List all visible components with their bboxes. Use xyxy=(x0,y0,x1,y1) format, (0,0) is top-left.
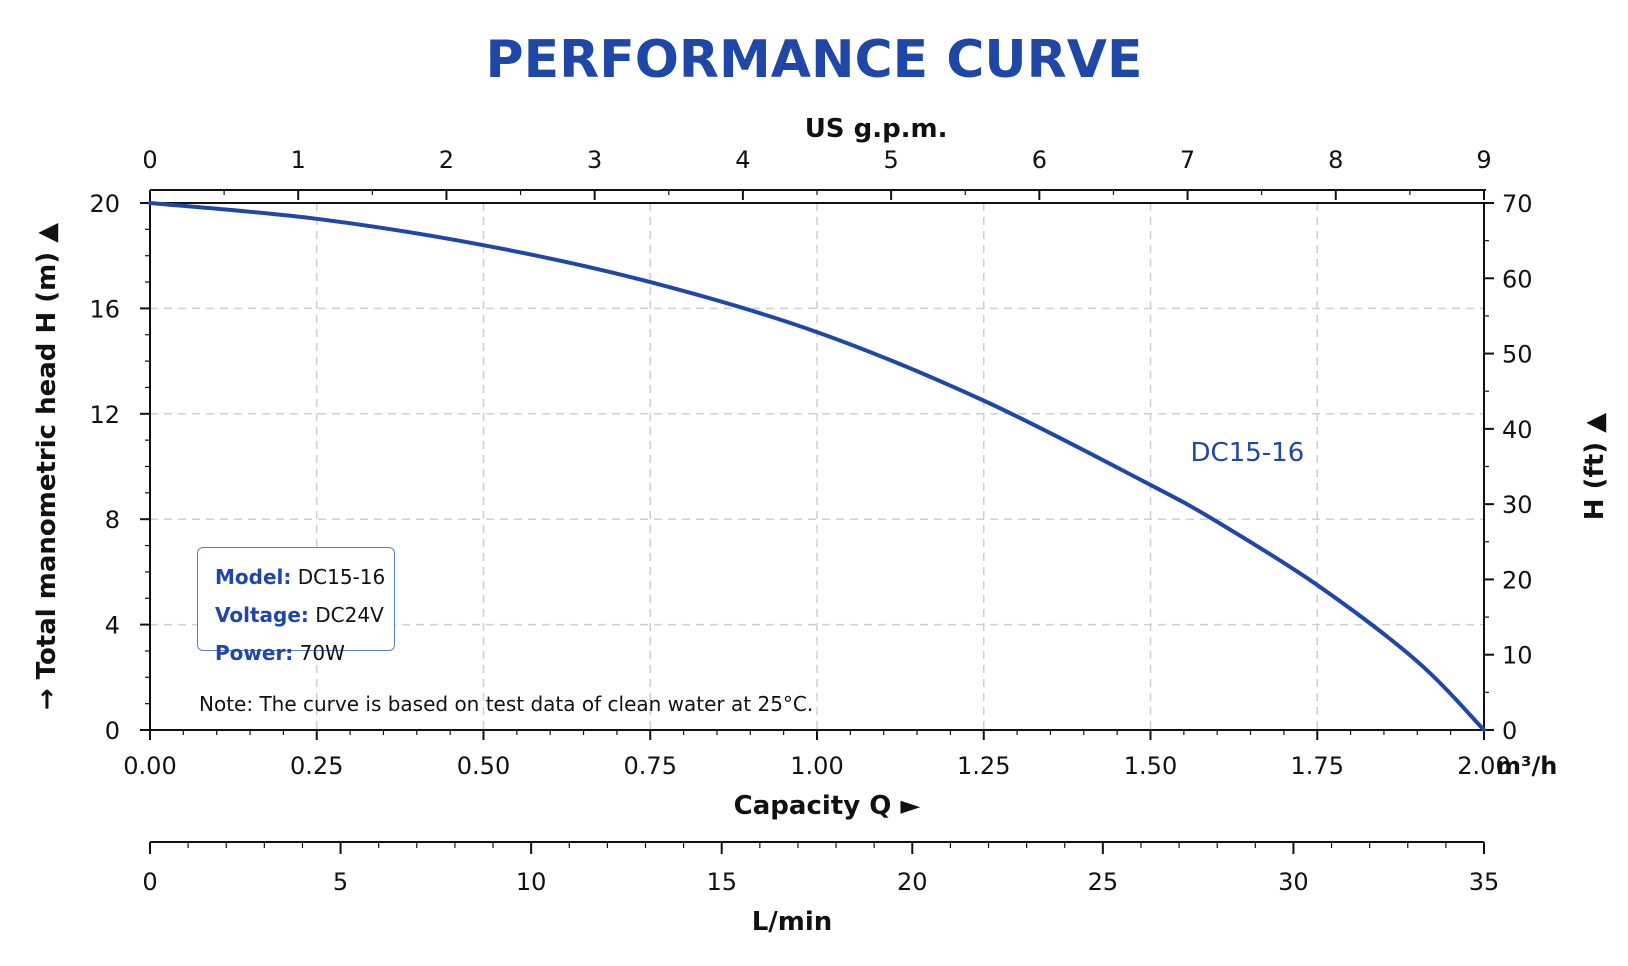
lmin-tick-label: 25 xyxy=(1088,868,1119,896)
chart-note: Note: The curve is based on test data of… xyxy=(199,692,814,716)
y-tick-label: 20 xyxy=(89,190,120,218)
lmin-tick-label: 30 xyxy=(1278,868,1309,896)
chart-title: PERFORMANCE CURVE xyxy=(485,30,1143,90)
model-label: Model: xyxy=(215,565,292,589)
info-power-row: Power: 70W xyxy=(215,634,394,672)
power-value: 70W xyxy=(299,641,345,665)
top-tick-label: 0 xyxy=(142,146,157,174)
top-tick-label: 6 xyxy=(1032,146,1047,174)
right-axis-title: H (ft) ▲ xyxy=(1580,413,1610,520)
voltage-value: DC24V xyxy=(315,603,384,627)
right-tick-label: 0 xyxy=(1502,717,1517,745)
top-tick-label: 8 xyxy=(1328,146,1343,174)
right-tick-label: 10 xyxy=(1502,642,1533,670)
model-value: DC15-16 xyxy=(297,565,386,589)
x-tick-label: 1.75 xyxy=(1291,752,1344,780)
lmin-axis-title: L/min xyxy=(752,907,833,937)
x-tick-label: 0.50 xyxy=(457,752,510,780)
lmin-tick-label: 10 xyxy=(516,868,547,896)
right-tick-label: 50 xyxy=(1502,341,1533,369)
series-label: DC15-16 xyxy=(1191,438,1305,468)
y-tick-label: 4 xyxy=(105,612,120,640)
y-tick-label: 8 xyxy=(105,506,120,534)
x-tick-label: 2.00 xyxy=(1457,752,1510,780)
series-line-dc15-16 xyxy=(148,201,1486,732)
lmin-tick-label: 0 xyxy=(142,868,157,896)
right-tick-label: 40 xyxy=(1502,416,1533,444)
labels-layer: 0.00 0.25 0.50 0.75 1.00 1.25 1.50 1.75 2.00m³/h… xyxy=(32,114,1610,937)
top-tick-label: 4 xyxy=(735,146,750,174)
y-axis-title: → Total manometric head H (m) ▲ xyxy=(32,223,62,710)
lmin-tick-label: 15 xyxy=(706,868,737,896)
voltage-label: Voltage: xyxy=(215,603,309,627)
series-layer: DC15-16 xyxy=(148,201,1486,732)
top-axis-title: US g.p.m. xyxy=(805,114,948,144)
y-tick-label: 16 xyxy=(89,295,120,323)
top-tick-label: 1 xyxy=(291,146,306,174)
x-tick-label: 0.00 xyxy=(123,752,176,780)
x-tick-label: 1.50 xyxy=(1124,752,1177,780)
right-tick-label: 30 xyxy=(1502,491,1533,519)
right-tick-label: 20 xyxy=(1502,566,1533,594)
x-tick-label: 0.25 xyxy=(290,752,343,780)
info-box: Model: DC15-16 Voltage: DC24V Power: 70W xyxy=(197,547,395,665)
x-tick-label: 0.75 xyxy=(624,752,677,780)
top-tick-label: 2 xyxy=(439,146,454,174)
power-label: Power: xyxy=(215,641,294,665)
top-tick-label: 3 xyxy=(587,146,602,174)
x-tick-label: 1.25 xyxy=(957,752,1010,780)
info-model-row: Model: DC15-16 xyxy=(215,558,394,596)
top-tick-label: 5 xyxy=(883,146,898,174)
right-tick-label: 60 xyxy=(1502,265,1533,293)
lmin-tick-label: 35 xyxy=(1469,868,1500,896)
lmin-tick-label: 20 xyxy=(897,868,928,896)
info-voltage-row: Voltage: DC24V xyxy=(215,596,394,634)
ticks-layer xyxy=(140,189,1494,854)
y-tick-label: 12 xyxy=(89,401,120,429)
lmin-tick-label: 5 xyxy=(333,868,348,896)
y-tick-label: 0 xyxy=(105,717,120,745)
x-tick-label: 1.00 xyxy=(790,752,843,780)
top-tick-label: 7 xyxy=(1180,146,1195,174)
x-axis-title: Capacity Q ► xyxy=(734,791,921,821)
right-tick-label: 70 xyxy=(1502,190,1533,218)
x-unit-label: m³/h xyxy=(1496,752,1557,780)
top-tick-label: 9 xyxy=(1476,146,1491,174)
